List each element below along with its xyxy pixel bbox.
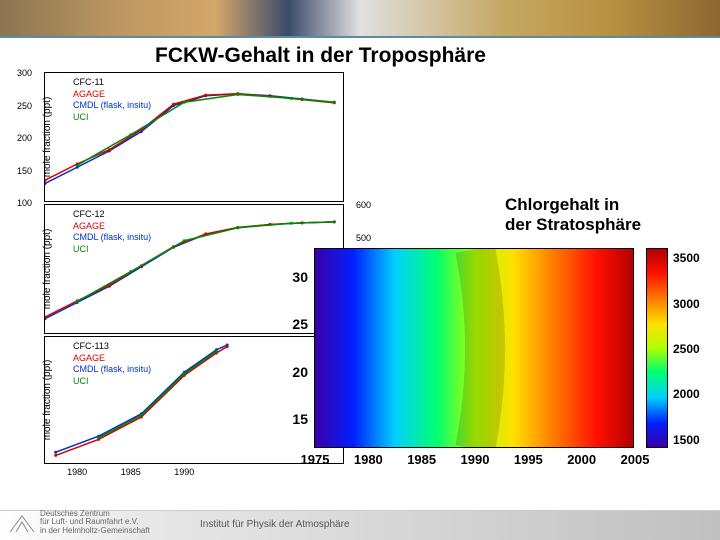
ytick: 150	[17, 166, 32, 176]
ytick: 100	[17, 198, 32, 208]
ytick: 500	[356, 233, 371, 243]
ytick: 200	[17, 133, 32, 143]
colorbar-tick: 2000	[673, 387, 700, 401]
heatmap-xtick: 1990	[461, 452, 490, 467]
legend-item: UCI	[73, 244, 151, 256]
heatmap-xtick: 1975	[301, 452, 330, 467]
legend-item: UCI	[73, 376, 151, 388]
dlr-logo-icon	[8, 514, 36, 534]
heatmap-ytick: 25	[292, 316, 308, 332]
legend-item: CFC-11	[73, 77, 151, 89]
footer: Deutsches Zentrum für Luft- und Raumfahr…	[0, 510, 720, 540]
xtick: 1990	[174, 467, 194, 477]
xtick: 1980	[67, 467, 87, 477]
colorbar-tick: 3000	[673, 297, 700, 311]
heatmap-yaxis: 15 20 25 30	[270, 248, 310, 448]
legend-item: CMDL (flask, insitu)	[73, 100, 151, 112]
heatmap-plot: 1975198019851990199520002005	[314, 248, 634, 448]
heatmap-ytick: 20	[292, 364, 308, 380]
colorbar-tick: 2500	[673, 342, 700, 356]
colorbar: 15002000250030003500	[646, 248, 668, 448]
legend-item: UCI	[73, 112, 151, 124]
ytick: 250	[17, 101, 32, 111]
cfc113-legend: CFC-113AGAGECMDL (flask, insitu)UCI	[73, 341, 151, 388]
subtitle-line1: Chlorgehalt in	[505, 195, 619, 214]
legend-item: CFC-113	[73, 341, 151, 353]
dlr-logo-text: Deutsches Zentrum für Luft- und Raumfahr…	[40, 510, 150, 536]
colorbar-tick: 3500	[673, 251, 700, 265]
footer-text: Institut für Physik der Atmosphäre	[200, 519, 350, 530]
heatmap-xtick: 2005	[621, 452, 650, 467]
colorbar-tick: 1500	[673, 433, 700, 447]
subtitle: Chlorgehalt in der Stratosphäre	[505, 195, 641, 236]
xtick: 1985	[121, 467, 141, 477]
heatmap-xtick: 2000	[567, 452, 596, 467]
legend-item: CFC-12	[73, 209, 151, 221]
cfc11-legend: CFC-11AGAGECMDL (flask, insitu)UCI	[73, 77, 151, 124]
heatmap-svg	[315, 249, 633, 447]
heatmap-xtick: 1980	[354, 452, 383, 467]
legend-item: AGAGE	[73, 353, 151, 365]
dlr-line2: für Luft- und Raumfahrt e.V.	[40, 517, 138, 526]
subtitle-line2: der Stratosphäre	[505, 215, 641, 234]
heatmap-xtick: 1985	[407, 452, 436, 467]
heatmap-ytick: 15	[292, 411, 308, 427]
heatmap-ytick: 30	[292, 269, 308, 285]
legend-item: AGAGE	[73, 89, 151, 101]
legend-item: CMDL (flask, insitu)	[73, 364, 151, 376]
legend-item: AGAGE	[73, 221, 151, 233]
header-band	[0, 0, 720, 38]
cfc12-legend: CFC-12AGAGECMDL (flask, insitu)UCI	[73, 209, 151, 256]
heatmap-xtick: 1995	[514, 452, 543, 467]
dlr-line3: in der Helmholtz-Gemeinschaft	[40, 526, 150, 535]
ytick: 600	[356, 200, 371, 210]
page-title: FCKW-Gehalt in der Troposphäre	[155, 44, 486, 68]
ytick: 300	[17, 68, 32, 78]
cfc11-chart: mole fraction (ppt) CFC-11AGAGECMDL (fla…	[44, 72, 344, 202]
dlr-line1: Deutsches Zentrum	[40, 509, 110, 518]
legend-item: CMDL (flask, insitu)	[73, 232, 151, 244]
chlorine-heatmap: 15202530 1975198019851990199520002005 15…	[280, 248, 700, 478]
